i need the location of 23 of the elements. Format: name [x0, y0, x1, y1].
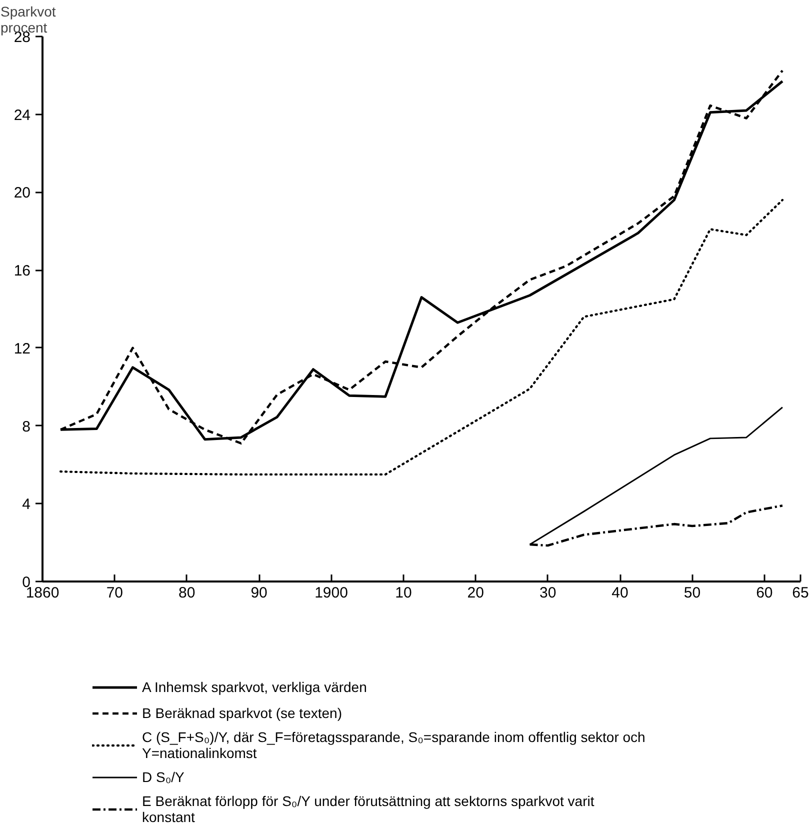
x-tick-label: 90 [250, 584, 268, 602]
y-tick-label: 8 [22, 418, 30, 436]
x-tick-label: 40 [612, 584, 628, 602]
x-tick-label: 80 [178, 584, 196, 602]
legend-label: C (S_F+S₀)/Y, där S_F=företagssparande, S₀=sparande inom offentlig sektor och Y=nationalinkomst [142, 729, 646, 761]
legend-label: B Beräknad sparkvot (se texten) [142, 705, 342, 721]
x-tick-label: 60 [756, 584, 773, 602]
y-tick-label: 24 [14, 106, 31, 124]
y-tick-label: 20 [14, 184, 31, 202]
legend-label: A Inhemsk sparkvot, verkliga värden [142, 679, 367, 695]
x-tick-label: 1900 [314, 584, 348, 602]
x-tick-label: 20 [467, 584, 484, 602]
x-tick-label: 10 [395, 584, 412, 602]
line-series [59, 198, 784, 476]
x-tick-label: 70 [106, 584, 124, 602]
y-tick-label: 4 [22, 496, 30, 514]
x-tick-label: 30 [539, 584, 556, 602]
legend-label: E Beräknat förlopp för S₀/Y under förutsättning att sektorns sparkvot varit konstant [142, 793, 594, 825]
y-tick-label: 12 [14, 340, 31, 358]
y-tick-label: 16 [14, 262, 31, 280]
x-tick-label: 65 [792, 584, 809, 602]
legend-label: D S₀/Y [142, 769, 184, 785]
x-tick-label: 50 [684, 584, 701, 602]
